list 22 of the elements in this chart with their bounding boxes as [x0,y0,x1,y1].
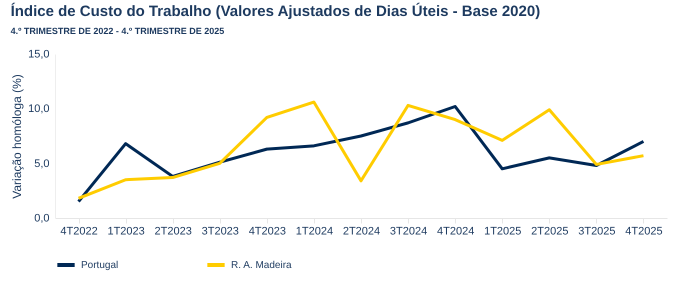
legend-label: R. A. Madeira [231,260,292,271]
chart-title: Índice de Custo do Trabalho (Valores Ajustados de Dias Úteis - Base 2020) [10,2,540,20]
y-tick-label: 0,0 [34,212,50,224]
y-tick-label: 5,0 [34,158,50,170]
y-axis-title: Variação homóloga (%) [10,74,24,199]
y-tick-label: 10,0 [28,103,50,116]
x-tick-label: 4T2023 [248,226,286,238]
x-tick-label: 4T2022 [60,226,98,238]
x-tick-label: 4T2024 [437,226,474,238]
x-tick-label: 1T2024 [296,226,334,238]
x-tick-label: 2T2025 [531,226,568,238]
chart-subtitle: 4.º TRIMESTRE DE 2022 - 4.º TRIMESTRE DE 2025 [10,26,224,36]
x-tick-label: 2T2023 [154,226,192,238]
x-tick-label: 2T2024 [342,226,380,238]
x-tick-label: 4T2025 [625,226,663,238]
x-tick-label: 1T2023 [107,226,145,238]
y-tick-label: 15,0 [28,48,50,60]
x-tick-label: 1T2025 [484,226,522,238]
legend-label: Portugal [81,260,118,271]
x-tick-label: 3T2023 [202,226,239,238]
x-tick-label: 3T2024 [390,226,428,238]
x-tick-label: 3T2025 [578,226,616,238]
